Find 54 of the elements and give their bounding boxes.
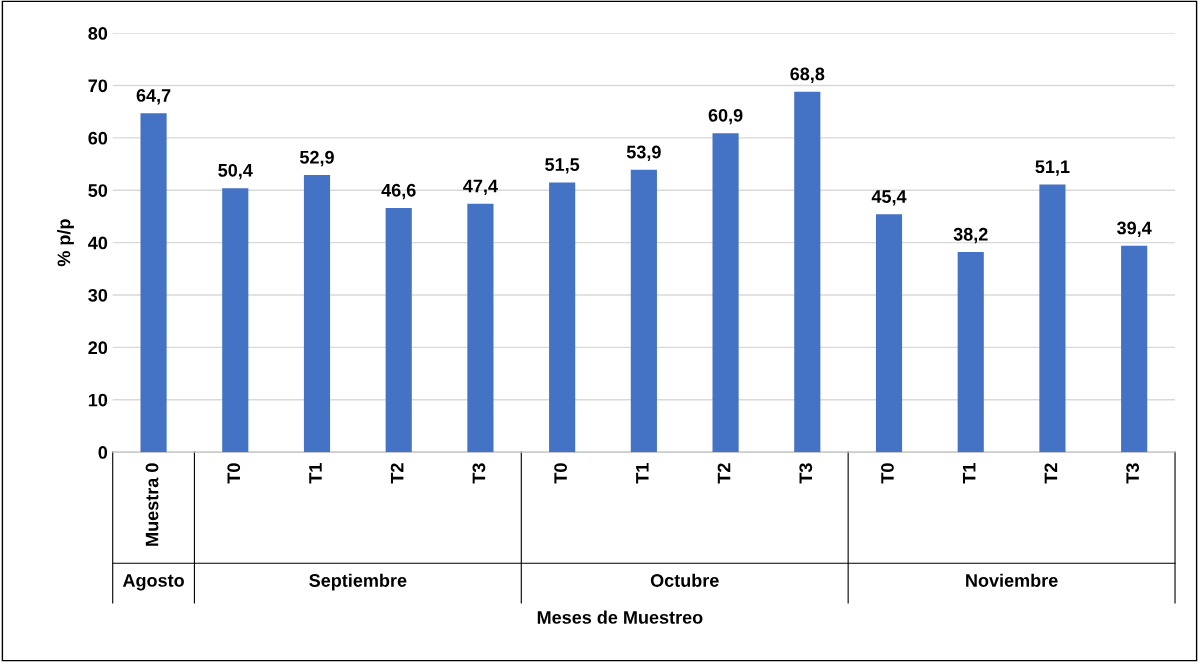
bar bbox=[794, 91, 821, 453]
bar bbox=[957, 252, 984, 453]
data-label: 52,9 bbox=[299, 150, 334, 167]
bar bbox=[630, 169, 657, 453]
y-tick-label: 0 bbox=[98, 446, 108, 459]
x-tick-label: T2 bbox=[1044, 463, 1058, 484]
data-label: 53,9 bbox=[626, 145, 661, 162]
data-label: 47,4 bbox=[463, 179, 498, 196]
x-axis-title: Meses de Muestreo bbox=[537, 610, 703, 624]
x-tick-label: T2 bbox=[717, 463, 731, 484]
x-tick-label: T0 bbox=[227, 463, 241, 484]
x-tick-label: T1 bbox=[962, 463, 976, 484]
y-tick-label: 70 bbox=[88, 79, 108, 93]
bar bbox=[222, 188, 249, 453]
y-tick-label: 60 bbox=[88, 131, 108, 145]
bar bbox=[712, 133, 739, 453]
text: Septiembre bbox=[309, 573, 407, 591]
x-tick-label: T3 bbox=[799, 463, 813, 484]
bar bbox=[385, 208, 412, 453]
bar bbox=[303, 175, 331, 453]
text: Agosto bbox=[122, 574, 184, 591]
data-label: 51,1 bbox=[1035, 160, 1070, 176]
bar bbox=[1121, 245, 1148, 453]
data-label: 45,4 bbox=[871, 190, 907, 206]
bar bbox=[549, 182, 576, 453]
data-label: 39,4 bbox=[1117, 221, 1152, 237]
data-label: 60,9 bbox=[708, 108, 743, 125]
y-tick-label: 40 bbox=[88, 236, 108, 250]
text: Noviembre bbox=[966, 573, 1058, 587]
bar bbox=[1039, 184, 1066, 453]
x-tick-label: T3 bbox=[1126, 463, 1140, 484]
x-tick-label: T3 bbox=[472, 463, 486, 484]
y-tick-label: 50 bbox=[88, 184, 108, 197]
x-tick-label: Muestra 0 bbox=[145, 463, 159, 546]
x-tick-label: T1 bbox=[636, 463, 649, 484]
bar bbox=[875, 214, 903, 453]
x-tick-label: T0 bbox=[881, 463, 894, 484]
bar bbox=[467, 203, 494, 453]
y-tick-label: 30 bbox=[88, 288, 108, 302]
x-tick-label: T0 bbox=[554, 463, 567, 484]
x-tick-label: T1 bbox=[309, 463, 322, 484]
y-tick-label: 80 bbox=[88, 27, 108, 40]
data-label: 68,8 bbox=[790, 67, 825, 83]
y-tick-label: 20 bbox=[88, 341, 108, 355]
y-axis-title: % p/p bbox=[57, 219, 74, 267]
x-tick-label: T2 bbox=[390, 463, 404, 484]
data-label: 38,2 bbox=[953, 227, 988, 244]
y-tick-label: 10 bbox=[88, 393, 108, 407]
data-label: 50,4 bbox=[218, 163, 253, 180]
data-label: 64,7 bbox=[136, 89, 171, 105]
data-label: 46,6 bbox=[381, 183, 416, 200]
bar bbox=[140, 113, 167, 453]
text: Octubre bbox=[650, 573, 719, 587]
data-label: 51,5 bbox=[545, 158, 580, 174]
